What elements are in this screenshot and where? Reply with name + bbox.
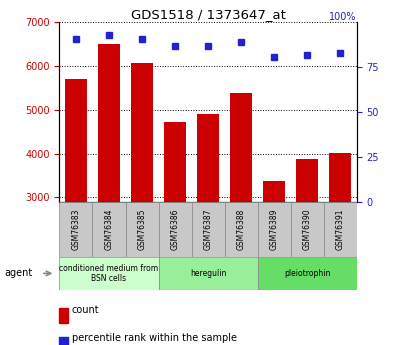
Bar xyxy=(98,44,119,202)
Text: GSM76383: GSM76383 xyxy=(71,209,80,250)
Bar xyxy=(257,202,290,257)
Text: agent: agent xyxy=(4,268,32,278)
Text: GSM76385: GSM76385 xyxy=(137,209,146,250)
Bar xyxy=(59,257,158,290)
Text: conditioned medium from
BSN cells: conditioned medium from BSN cells xyxy=(59,264,158,283)
Bar xyxy=(263,181,284,202)
Bar xyxy=(164,122,185,202)
Bar xyxy=(191,202,224,257)
Text: percentile rank within the sample: percentile rank within the sample xyxy=(72,333,236,343)
Text: GSM76388: GSM76388 xyxy=(236,209,245,250)
Bar xyxy=(230,93,251,202)
Text: 100%: 100% xyxy=(328,12,356,22)
Text: count: count xyxy=(72,305,99,315)
Bar xyxy=(92,202,125,257)
Text: GSM76386: GSM76386 xyxy=(170,209,179,250)
Bar xyxy=(290,202,323,257)
Bar xyxy=(197,114,218,202)
Bar xyxy=(257,257,356,290)
Bar xyxy=(59,202,92,257)
Bar xyxy=(329,153,350,202)
Text: GSM76389: GSM76389 xyxy=(269,209,278,250)
Text: GSM76387: GSM76387 xyxy=(203,209,212,250)
Bar xyxy=(125,202,158,257)
Bar xyxy=(158,257,257,290)
Bar xyxy=(158,202,191,257)
Text: GSM76390: GSM76390 xyxy=(302,209,311,250)
Bar xyxy=(323,202,356,257)
Bar xyxy=(224,202,257,257)
Bar xyxy=(131,63,153,202)
Bar xyxy=(65,79,86,202)
Text: heregulin: heregulin xyxy=(189,269,226,278)
Title: GDS1518 / 1373647_at: GDS1518 / 1373647_at xyxy=(130,8,285,21)
Bar xyxy=(296,159,317,202)
Text: GSM76391: GSM76391 xyxy=(335,209,344,250)
Text: GSM76384: GSM76384 xyxy=(104,209,113,250)
Text: pleiotrophin: pleiotrophin xyxy=(283,269,330,278)
